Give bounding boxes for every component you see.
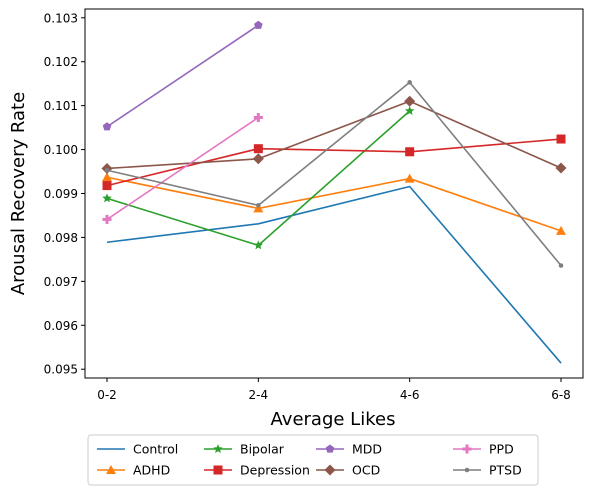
data-point-ocd-2 <box>404 95 416 107</box>
x-tick-label-2-4: 2-4 <box>249 388 269 402</box>
series-adhd <box>102 172 566 235</box>
data-point-mdd-0 <box>102 122 112 131</box>
series-control <box>106 185 562 364</box>
y-tick-label-0.102: 0.102 <box>44 55 78 69</box>
legend-marker-ppd <box>462 444 472 454</box>
legend-item-ptsd: PTSD <box>453 463 522 478</box>
y-tick-label-0.096: 0.096 <box>44 319 78 333</box>
legend-marker-ocd <box>324 464 336 476</box>
data-point-bipolar-1 <box>253 240 264 250</box>
data-point-depression-3 <box>556 134 566 144</box>
x-tick-label-6-8: 6-8 <box>551 388 571 402</box>
data-point-adhd-1 <box>253 203 264 213</box>
legend-label-ptsd: PTSD <box>489 463 522 478</box>
legend-marker-bipolar <box>213 444 223 454</box>
data-point-depression-1 <box>253 144 263 154</box>
legend-label-mdd: MDD <box>352 442 382 457</box>
series-ptsd <box>104 80 564 268</box>
data-point-ocd-1 <box>252 153 264 165</box>
y-tick-label-0.098: 0.098 <box>44 231 78 245</box>
series-line-ptsd <box>106 81 562 267</box>
legend-marker-ppd-v <box>465 444 469 454</box>
legend-label-control: Control <box>133 442 178 457</box>
series-ppd <box>102 113 263 224</box>
data-point-ppd-0-v <box>105 214 109 224</box>
x-tick-label-4-6: 4-6 <box>400 388 420 402</box>
y-tick-label-0.101: 0.101 <box>44 99 78 113</box>
data-point-adhd-3 <box>556 225 566 235</box>
legend-label-bipolar: Bipolar <box>240 442 285 457</box>
y-axis: 0.095 0.096 0.097 0.098 0.099 0.100 0.101 0.102… <box>44 11 85 377</box>
y-axis-title: Arousal Recovery Rate <box>8 92 29 295</box>
legend-marker-adhd <box>106 465 116 474</box>
data-point-ppd-1-v <box>256 113 260 123</box>
data-point-depression-0 <box>102 181 112 191</box>
legend-item-bipolar: Bipolar <box>204 442 285 457</box>
legend-item-mdd: MDD <box>316 442 382 457</box>
data-point-ppd-1 <box>253 113 263 123</box>
y-tick-label-0.100: 0.100 <box>44 143 78 157</box>
x-tick-label-0-2: 0-2 <box>97 388 117 402</box>
legend-label-depression: Depression <box>240 463 310 478</box>
data-point-ptsd-2 <box>407 80 412 85</box>
legend-item-depression: Depression <box>204 463 310 478</box>
data-point-mdd-1 <box>254 20 263 29</box>
legend-marker-mdd <box>325 444 335 453</box>
series-line-ocd <box>106 100 562 170</box>
legend-label-ocd: OCD <box>352 463 380 478</box>
legend-item-control: Control <box>97 442 178 457</box>
x-axis: 0-2 2-4 4-6 6-8 <box>97 378 571 402</box>
y-tick-label-0.095: 0.095 <box>44 363 78 377</box>
series-line-mdd <box>106 24 259 128</box>
legend: Control ADHD Bipolar Depression MDD OCD PPD PTS… <box>87 434 539 486</box>
legend-item-ocd: OCD <box>316 463 380 478</box>
data-point-ocd-3 <box>555 162 567 174</box>
legend-marker-ptsd <box>464 467 470 473</box>
y-tick-label-0.097: 0.097 <box>44 275 78 289</box>
series-bipolar <box>102 105 415 250</box>
legend-label-ppd: PPD <box>489 442 514 457</box>
series-line-adhd <box>106 176 562 232</box>
series-line-depression <box>106 138 562 187</box>
data-point-depression-2 <box>405 147 415 157</box>
data-point-ptsd-1 <box>256 203 261 208</box>
legend-item-adhd: ADHD <box>97 463 170 478</box>
data-point-adhd-2 <box>404 173 415 183</box>
data-point-adhd-0 <box>102 172 112 182</box>
data-point-ptsd-3 <box>558 263 564 268</box>
series-line-control <box>106 185 562 364</box>
series-mdd <box>102 20 263 131</box>
y-tick-label-0.099: 0.099 <box>44 187 78 201</box>
series-depression <box>102 134 566 191</box>
legend-frame <box>87 434 539 486</box>
legend-label-adhd: ADHD <box>133 463 170 478</box>
series-layer <box>101 20 567 364</box>
legend-item-ppd: PPD <box>453 442 514 457</box>
y-tick-label-0.103: 0.103 <box>44 11 78 25</box>
series-line-ppd <box>106 116 259 221</box>
data-point-bipolar-2 <box>404 105 415 115</box>
data-point-ppd-0 <box>102 214 112 224</box>
x-axis-title: Average Likes <box>271 409 396 430</box>
data-point-ptsd-0 <box>104 167 110 173</box>
data-point-bipolar-0 <box>102 193 112 203</box>
legend-marker-depression <box>213 465 223 475</box>
